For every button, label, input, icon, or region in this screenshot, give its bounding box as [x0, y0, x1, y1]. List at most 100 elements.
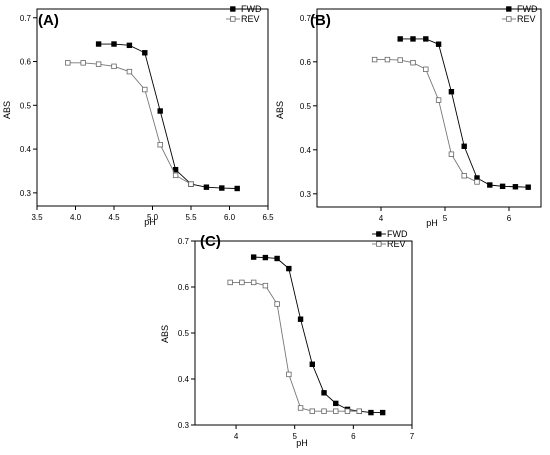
data-point-rev — [384, 56, 391, 63]
data-point-rev — [344, 408, 351, 414]
data-point-rev — [95, 61, 102, 67]
data-point-rev — [142, 86, 148, 93]
data-point-fwd — [172, 166, 179, 173]
data-point-fwd — [297, 316, 304, 322]
data-point-rev — [356, 408, 362, 414]
legend-label: REV — [387, 239, 406, 249]
x-tick-label: 6 — [351, 432, 356, 441]
data-point-rev — [371, 56, 378, 63]
y-tick-label: 0.6 — [178, 283, 190, 292]
data-point-rev — [410, 59, 416, 66]
legend-label: FWD — [241, 4, 262, 14]
panel-title: (B) — [310, 12, 331, 29]
data-point-rev — [188, 181, 194, 187]
legend-marker — [506, 6, 512, 12]
legend-label: REV — [517, 14, 536, 24]
y-tick-label: 0.4 — [20, 145, 32, 154]
series-line-rev — [67, 62, 192, 185]
data-point-fwd — [250, 254, 257, 260]
data-point-fwd — [410, 36, 416, 42]
y-tick-label: 0.4 — [178, 375, 190, 384]
series-line-fwd — [253, 256, 383, 414]
data-point-fwd — [95, 41, 102, 47]
legend-label: REV — [241, 14, 260, 24]
legend-marker — [506, 16, 512, 22]
y-tick-label: 0.3 — [178, 421, 190, 430]
data-point-rev — [262, 282, 269, 289]
data-point-fwd — [309, 361, 315, 367]
data-point-fwd — [423, 36, 429, 42]
data-point-fwd — [525, 184, 531, 190]
data-point-fwd — [435, 41, 442, 47]
y-tick-label: 0.3 — [300, 190, 312, 199]
x-tick-label: 4.5 — [108, 213, 120, 222]
data-point-rev — [239, 279, 245, 286]
data-point-fwd — [321, 390, 327, 396]
data-point-rev — [474, 179, 480, 185]
x-tick-label: 4 — [234, 432, 239, 441]
y-tick-label: 0.3 — [20, 189, 32, 198]
data-point-fwd — [499, 183, 506, 190]
data-point-rev — [435, 97, 442, 103]
x-tick-label: 3.5 — [31, 213, 43, 222]
data-point-rev — [172, 172, 179, 179]
data-point-fwd — [487, 182, 493, 188]
data-point-rev — [397, 57, 403, 63]
data-point-fwd — [219, 185, 225, 191]
data-point-fwd — [368, 409, 374, 416]
x-tick-label: 5 — [443, 214, 448, 223]
data-point-fwd — [157, 108, 163, 114]
data-point-fwd — [274, 255, 280, 262]
series-line-fwd — [400, 38, 529, 188]
data-point-fwd — [142, 50, 148, 56]
data-point-rev — [227, 279, 233, 286]
data-point-fwd — [448, 89, 455, 95]
x-tick-label: 5.5 — [185, 213, 197, 222]
x-tick-label: 6.5 — [262, 213, 274, 222]
x-axis-label: pH — [296, 438, 308, 448]
data-point-rev — [286, 371, 292, 378]
data-point-fwd — [461, 143, 467, 149]
data-point-fwd — [203, 184, 210, 190]
data-point-rev — [309, 408, 315, 414]
data-point-fwd — [512, 184, 519, 190]
panel-title: (C) — [200, 233, 221, 250]
data-point-rev — [321, 408, 327, 414]
y-tick-label: 0.6 — [20, 58, 32, 67]
series-line-rev — [230, 281, 360, 412]
y-tick-label: 0.4 — [300, 146, 312, 155]
y-axis-label: ABS — [275, 101, 285, 119]
panel-title: (A) — [38, 12, 59, 29]
x-tick-label: 7 — [410, 432, 415, 441]
data-point-fwd — [111, 41, 117, 47]
y-axis-label: ABS — [2, 101, 12, 119]
y-tick-label: 0.5 — [20, 101, 32, 110]
plot-frame — [316, 8, 542, 208]
x-tick-label: 5.0 — [147, 213, 159, 222]
y-tick-label: 0.7 — [178, 237, 190, 246]
data-point-rev — [448, 151, 455, 157]
x-tick-label: 6 — [507, 214, 512, 223]
data-point-fwd — [333, 400, 339, 407]
y-tick-label: 0.7 — [300, 14, 312, 23]
data-point-fwd — [397, 36, 403, 42]
data-point-rev — [461, 173, 467, 179]
legend-marker — [376, 241, 382, 247]
data-point-rev — [157, 142, 163, 148]
data-point-rev — [80, 60, 86, 66]
x-tick-label: 6.0 — [224, 213, 236, 222]
data-point-rev — [250, 279, 257, 286]
y-axis-label: ABS — [160, 325, 170, 343]
data-point-fwd — [262, 254, 269, 261]
plot-frame — [194, 240, 413, 426]
data-point-fwd — [286, 265, 292, 272]
y-tick-label: 0.5 — [300, 102, 312, 111]
data-point-rev — [126, 68, 133, 75]
data-point-rev — [274, 301, 280, 307]
data-point-rev — [333, 408, 339, 414]
data-point-fwd — [234, 185, 240, 192]
y-tick-label: 0.7 — [20, 14, 32, 23]
